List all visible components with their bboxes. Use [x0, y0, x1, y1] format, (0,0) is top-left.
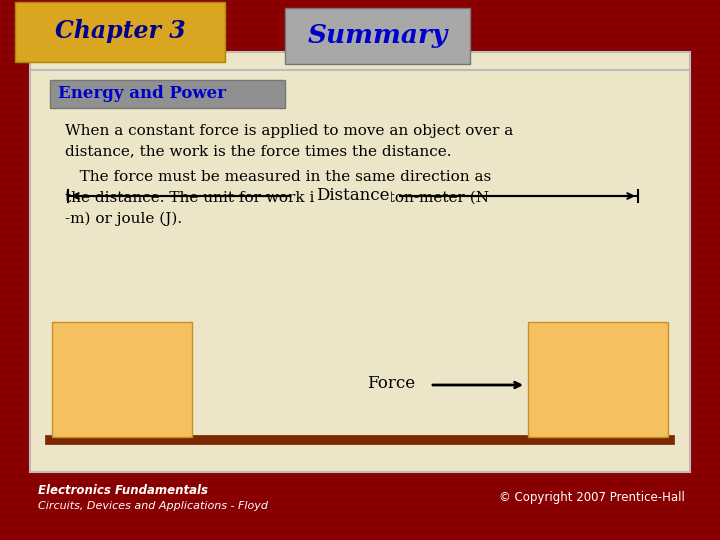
FancyBboxPatch shape [50, 80, 285, 108]
Text: © Copyright 2007 Prentice-Hall: © Copyright 2007 Prentice-Hall [499, 491, 685, 504]
FancyBboxPatch shape [285, 8, 470, 64]
FancyBboxPatch shape [30, 52, 690, 472]
Bar [528, 322, 668, 437]
Text: Summary: Summary [307, 23, 448, 48]
Text: When a constant force is applied to move an object over a
distance, the work is : When a constant force is applied to move… [65, 124, 513, 159]
Text: Electronics Fundamentals: Electronics Fundamentals [38, 483, 208, 496]
Text: Force: Force [367, 375, 415, 393]
Text: Circuits, Devices and Applications - Floyd: Circuits, Devices and Applications - Flo… [38, 501, 268, 511]
Text: The force must be measured in the same direction as
the distance. The unit for w: The force must be measured in the same d… [65, 170, 491, 226]
FancyBboxPatch shape [15, 2, 225, 62]
Text: Energy and Power: Energy and Power [58, 85, 226, 103]
Text: Distance: Distance [316, 186, 390, 204]
Text: Chapter 3: Chapter 3 [55, 19, 185, 43]
Bar [52, 322, 192, 437]
